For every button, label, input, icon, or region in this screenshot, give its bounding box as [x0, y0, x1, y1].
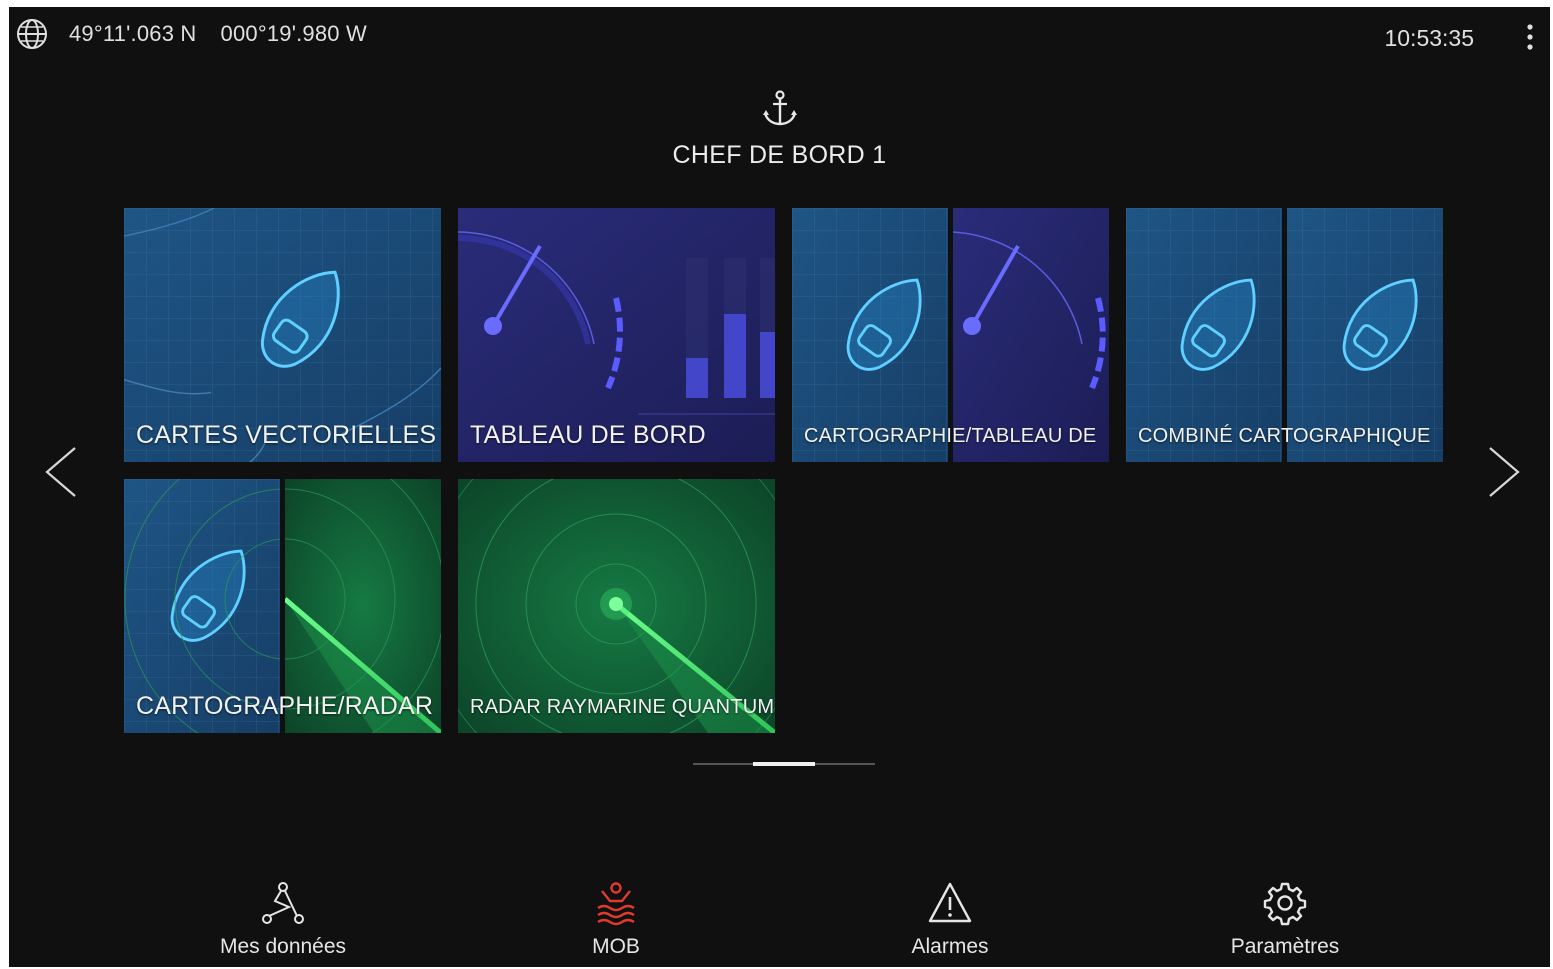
anchor-icon	[762, 90, 797, 126]
globe-icon[interactable]	[15, 17, 49, 51]
dashboard-thumbnail	[458, 208, 775, 462]
tile-label: CARTOGRAPHIE/TABLEAU DE	[804, 425, 1097, 447]
position-readout: 49°11'.063 N 000°19'.980 W	[15, 17, 367, 51]
bottom-navigation: Mes données MOB Alarmes	[9, 879, 1550, 967]
display-screen: 49°11'.063 N 000°19'.980 W 10:53:35 CHEF…	[9, 7, 1550, 967]
chart-combo-thumbnail	[1126, 208, 1443, 462]
nav-label: Alarmes	[911, 935, 989, 958]
app-tile-chart-combo[interactable]: COMBINÉ CARTOGRAPHIQUE	[1126, 208, 1443, 462]
longitude: 000°19'.980 W	[220, 21, 368, 46]
latitude: 49°11'.063 N	[69, 21, 197, 46]
man-overboard-icon	[597, 882, 635, 926]
chart-dashboard-thumbnail	[792, 208, 1109, 462]
app-tile-chart-dashboard[interactable]: CARTOGRAPHIE/TABLEAU DE	[792, 208, 1109, 462]
nav-label: Paramètres	[1230, 935, 1340, 958]
nav-mob-button[interactable]: MOB	[516, 879, 716, 959]
tile-label: RADAR RAYMARINE QUANTUM	[470, 696, 775, 718]
profile-header[interactable]: CHEF DE BORD 1	[9, 89, 1550, 170]
app-tile-dashboard[interactable]: TABLEAU DE BORD	[458, 208, 775, 462]
next-page-arrow-icon[interactable]	[1484, 444, 1524, 500]
page-indicator-current	[753, 762, 815, 766]
radar-thumbnail	[458, 479, 775, 733]
tile-label: CARTOGRAPHIE/RADAR	[136, 692, 434, 720]
clock: 10:53:35	[1384, 25, 1474, 51]
nav-label: MOB	[592, 935, 640, 958]
more-options-icon[interactable]	[1522, 21, 1538, 53]
gear-icon	[1263, 882, 1307, 926]
profile-name: CHEF DE BORD 1	[672, 141, 887, 169]
tile-label: TABLEAU DE BORD	[470, 421, 706, 449]
warning-icon	[928, 882, 972, 923]
app-tile-vector-charts[interactable]: CARTES VECTORIELLES	[124, 208, 441, 462]
chart-radar-thumbnail	[124, 479, 441, 733]
nav-alarms-button[interactable]: Alarmes	[850, 879, 1050, 959]
nav-my-data-button[interactable]: Mes données	[183, 879, 383, 959]
tile-label: CARTES VECTORIELLES	[136, 421, 437, 449]
nav-label: Mes données	[219, 935, 347, 958]
app-tile-chart-radar[interactable]: CARTOGRAPHIE/RADAR	[124, 479, 441, 733]
tile-label: COMBINÉ CARTOGRAPHIQUE	[1138, 425, 1431, 447]
previous-page-arrow-icon[interactable]	[41, 444, 81, 500]
waypoints-icon	[262, 882, 304, 924]
app-tile-radar[interactable]: RADAR RAYMARINE QUANTUM	[458, 479, 775, 733]
chart-thumbnail	[124, 208, 441, 462]
nav-settings-button[interactable]: Paramètres	[1185, 879, 1385, 959]
